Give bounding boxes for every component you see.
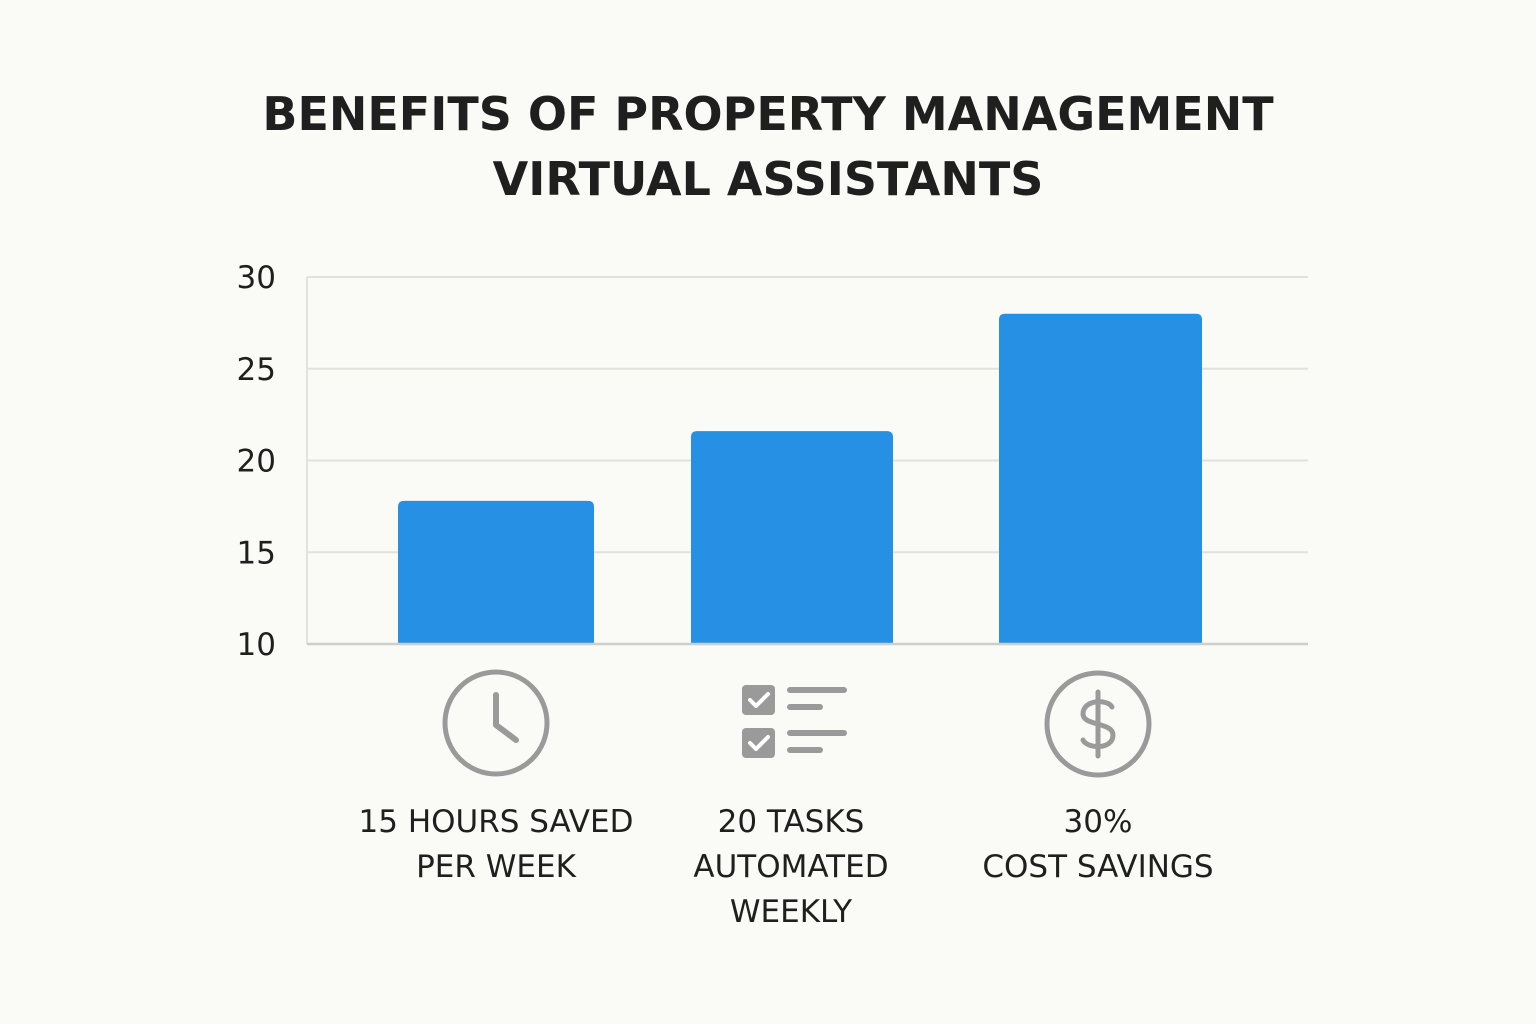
bars bbox=[398, 313, 1202, 644]
category-icons bbox=[442, 669, 1152, 778]
y-axis-ticks: 10 15 20 25 30 bbox=[237, 260, 276, 663]
bar-3 bbox=[999, 313, 1202, 644]
category-label-line: AUTOMATED bbox=[693, 849, 888, 885]
y-tick-label: 25 bbox=[237, 352, 276, 388]
y-tick-label: 10 bbox=[237, 627, 276, 663]
checklist-icon bbox=[742, 685, 847, 758]
dollar-circle-icon bbox=[1044, 670, 1152, 778]
bar-1 bbox=[398, 500, 594, 644]
category-label-line: 30% bbox=[1064, 804, 1133, 840]
category-label-2: 20 TASKS AUTOMATED WEEKLY bbox=[693, 804, 888, 930]
clock-icon bbox=[442, 669, 550, 777]
category-label-line: WEEKLY bbox=[730, 894, 852, 930]
category-labels: 15 HOURS SAVED PER WEEK 20 TASKS AUTOMATED W… bbox=[359, 804, 1214, 930]
bar-2 bbox=[691, 431, 893, 644]
x-axis bbox=[306, 277, 1308, 646]
y-tick-label: 30 bbox=[237, 260, 276, 296]
chart-title-line-2: VIRTUAL ASSISTANTS bbox=[493, 152, 1044, 206]
category-label-line: 15 HOURS SAVED bbox=[359, 804, 634, 840]
category-label-1: 15 HOURS SAVED PER WEEK bbox=[359, 804, 634, 885]
y-tick-label: 20 bbox=[237, 444, 276, 480]
category-label-3: 30% COST SAVINGS bbox=[982, 804, 1213, 885]
chart-title-line-1: BENEFITS OF PROPERTY MANAGEMENT bbox=[262, 87, 1274, 141]
chart-title: BENEFITS OF PROPERTY MANAGEMENT VIRTUAL A… bbox=[262, 87, 1274, 206]
category-label-line: COST SAVINGS bbox=[982, 849, 1213, 885]
y-tick-label: 15 bbox=[237, 535, 276, 571]
category-label-line: 20 TASKS bbox=[718, 804, 865, 840]
category-label-line: PER WEEK bbox=[416, 849, 577, 885]
